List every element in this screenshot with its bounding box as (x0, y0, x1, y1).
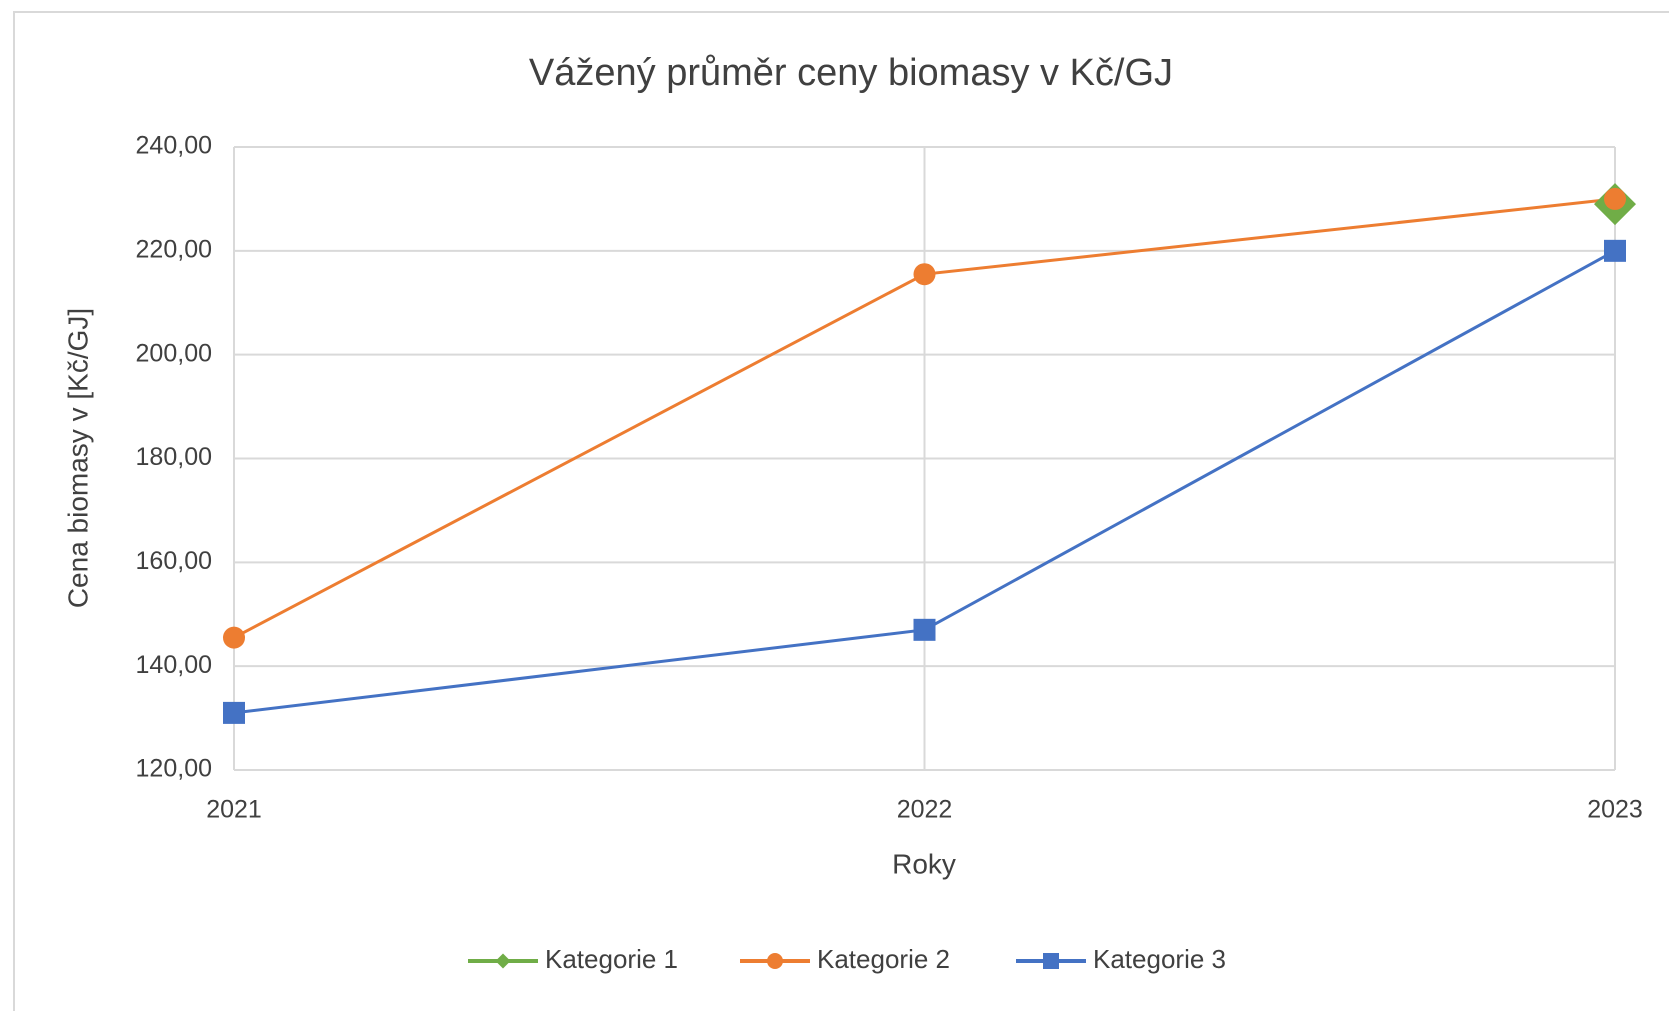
legend-label: Kategorie 1 (545, 944, 678, 974)
marker (1604, 239, 1626, 262)
x-tick-label: 2022 (897, 796, 953, 824)
chart-frame (13, 11, 1669, 1011)
y-axis-label: Cena biomasy v [Kč/GJ] (62, 308, 93, 608)
marker (767, 953, 783, 969)
marker (223, 626, 245, 649)
y-tick-label: 180,00 (136, 443, 212, 471)
y-tick-label: 200,00 (136, 339, 212, 367)
y-tick-label: 160,00 (136, 547, 212, 575)
x-tick-label: 2023 (1587, 796, 1643, 824)
x-tick-label: 2021 (206, 796, 262, 824)
y-tick-label: 240,00 (136, 132, 212, 160)
marker (913, 618, 936, 641)
marker (495, 953, 511, 969)
chart-title: Vážený průměr ceny biomasy v Kč/GJ (529, 52, 1173, 94)
marker (913, 263, 936, 286)
x-axis-label: Roky (892, 848, 956, 879)
legend-label: Kategorie 3 (1093, 944, 1226, 974)
marker (223, 701, 245, 724)
y-tick-label: 140,00 (136, 651, 212, 679)
marker (1604, 187, 1626, 210)
y-tick-label: 120,00 (136, 755, 212, 783)
y-tick-label: 220,00 (136, 235, 212, 263)
marker (1043, 953, 1059, 969)
legend-label: Kategorie 2 (817, 944, 950, 974)
